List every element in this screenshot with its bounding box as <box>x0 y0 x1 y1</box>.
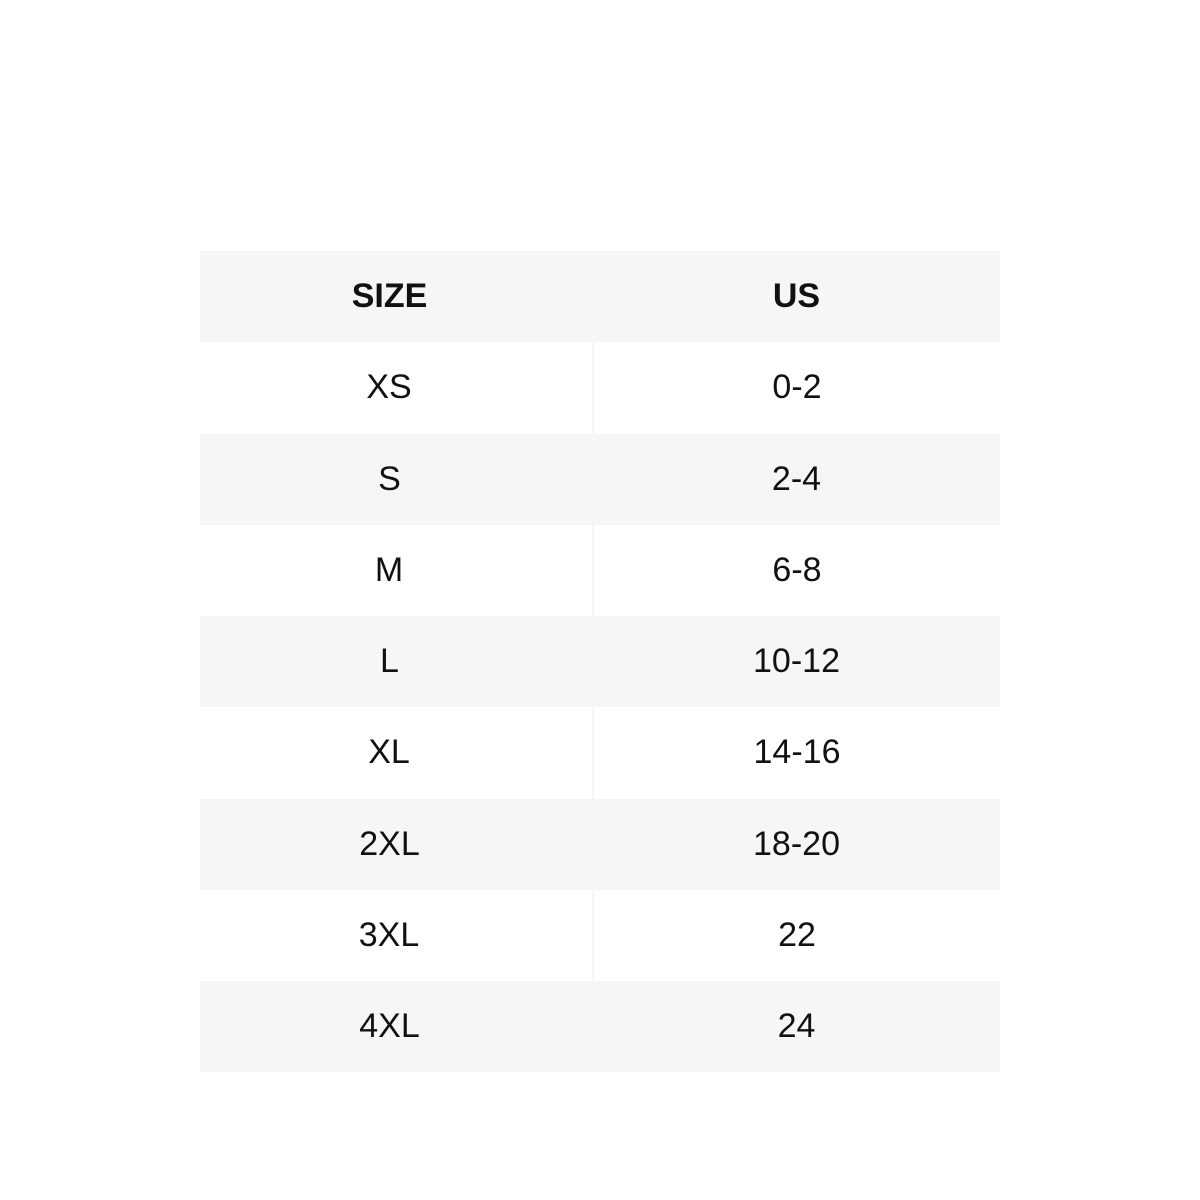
size-cell: L <box>380 642 399 681</box>
size-cell: XS <box>186 342 594 434</box>
us-size-cell: 22 <box>778 915 816 954</box>
table-row: XL 14-16 <box>200 707 1000 799</box>
table-row: 4XL 24 <box>200 981 1000 1073</box>
table-row: XS 0-2 <box>200 342 1000 434</box>
size-cell: 2XL <box>359 824 420 863</box>
size-cell: M <box>186 524 594 616</box>
us-size-cell: 2-4 <box>771 459 822 498</box>
size-cell: 4XL <box>359 1007 420 1046</box>
us-size-cell: 24 <box>777 1007 816 1046</box>
size-chart-table: SIZE US XS 0-2 S 2-4 M 6-8 L 10-12 XL 14-16 2XL 18-… <box>200 251 1000 1073</box>
header-size: SIZE <box>351 277 428 316</box>
header-us: US <box>772 277 821 316</box>
us-size-cell: 6-8 <box>772 550 822 589</box>
table-row: 3XL 22 <box>200 889 1000 981</box>
table-row: M 6-8 <box>200 524 1000 616</box>
size-cell: 3XL <box>186 889 594 981</box>
table-row: L 10-12 <box>200 616 1000 708</box>
table-row: 2XL 18-20 <box>200 798 1000 890</box>
us-size-cell: 10-12 <box>753 642 840 681</box>
table-header-row: SIZE US <box>200 251 1000 343</box>
us-size-cell: 18-20 <box>753 824 840 863</box>
size-cell: S <box>378 459 401 498</box>
us-size-cell: 14-16 <box>753 733 841 772</box>
us-size-cell: 0-2 <box>772 368 822 407</box>
size-cell: XL <box>186 707 594 799</box>
table-row: S 2-4 <box>200 433 1000 525</box>
